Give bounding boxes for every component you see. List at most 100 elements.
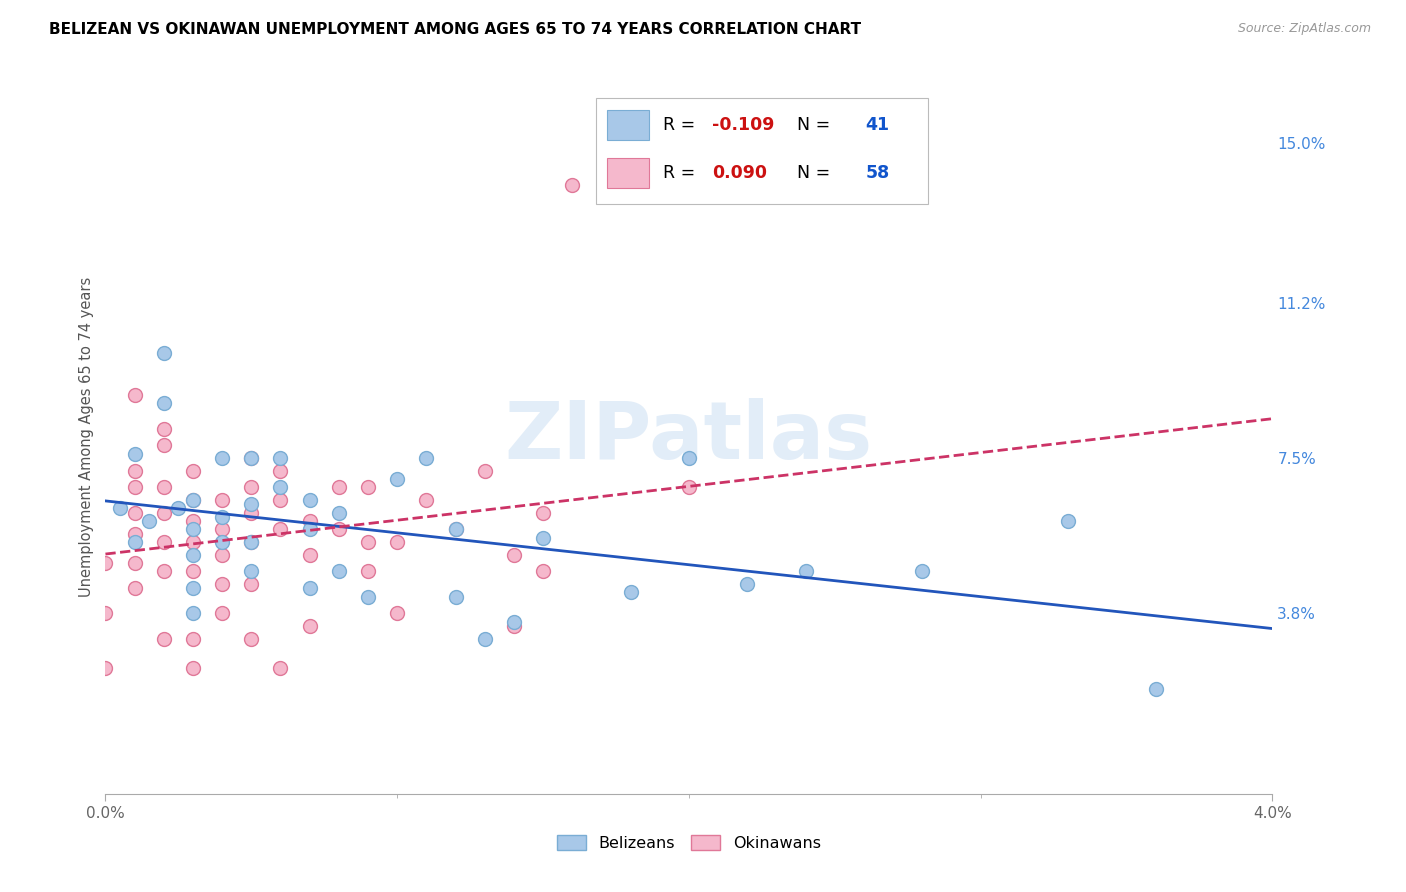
Point — [167, 501, 190, 516]
Point — [444, 590, 467, 604]
Point — [153, 422, 174, 436]
Point — [94, 661, 117, 675]
Point — [474, 464, 496, 478]
Point — [181, 493, 204, 508]
Point — [270, 464, 292, 478]
Point — [138, 514, 160, 528]
Point — [124, 447, 146, 461]
Point — [385, 472, 409, 486]
Point — [298, 493, 321, 508]
Point — [181, 581, 204, 595]
Point — [503, 619, 526, 633]
Point — [124, 581, 146, 595]
Point — [678, 480, 700, 494]
Point — [298, 514, 321, 528]
Point — [270, 480, 292, 494]
Text: N =: N = — [786, 164, 835, 182]
Point — [1144, 681, 1167, 696]
Point — [240, 535, 263, 549]
Point — [124, 535, 146, 549]
Point — [240, 451, 263, 466]
Point — [108, 501, 131, 516]
Point — [240, 506, 263, 520]
Point — [124, 388, 146, 402]
Text: Source: ZipAtlas.com: Source: ZipAtlas.com — [1237, 22, 1371, 36]
Point — [298, 581, 321, 595]
Text: BELIZEAN VS OKINAWAN UNEMPLOYMENT AMONG AGES 65 TO 74 YEARS CORRELATION CHART: BELIZEAN VS OKINAWAN UNEMPLOYMENT AMONG … — [49, 22, 862, 37]
Point — [211, 577, 233, 591]
Point — [240, 451, 263, 466]
Point — [444, 523, 467, 537]
Point — [181, 607, 204, 621]
Point — [240, 565, 263, 579]
Point — [328, 565, 350, 579]
Point — [385, 607, 409, 621]
Legend: Belizeans, Okinawans: Belizeans, Okinawans — [551, 829, 827, 857]
FancyBboxPatch shape — [607, 158, 650, 188]
Text: 0.090: 0.090 — [713, 164, 768, 182]
Point — [444, 523, 467, 537]
Point — [240, 497, 263, 511]
Point — [124, 506, 146, 520]
Point — [181, 514, 204, 528]
Point — [153, 396, 174, 410]
Point — [94, 607, 117, 621]
Point — [181, 565, 204, 579]
Point — [153, 346, 174, 360]
Point — [503, 615, 526, 629]
Point — [240, 480, 263, 494]
Text: N =: N = — [786, 116, 835, 134]
Point — [153, 632, 174, 646]
Point — [531, 531, 554, 545]
Point — [561, 178, 583, 193]
Point — [181, 523, 204, 537]
Text: -0.109: -0.109 — [713, 116, 775, 134]
Point — [181, 535, 204, 549]
Point — [240, 535, 263, 549]
Point — [270, 451, 292, 466]
Point — [270, 523, 292, 537]
Text: 41: 41 — [865, 116, 889, 134]
Point — [503, 548, 526, 562]
Point — [678, 451, 700, 466]
Point — [153, 438, 174, 452]
Point — [415, 493, 437, 508]
Point — [211, 509, 233, 524]
Point — [474, 632, 496, 646]
Point — [357, 565, 380, 579]
Point — [211, 451, 233, 466]
Y-axis label: Unemployment Among Ages 65 to 74 years: Unemployment Among Ages 65 to 74 years — [79, 277, 94, 598]
Point — [298, 619, 321, 633]
Point — [211, 548, 233, 562]
Point — [911, 565, 934, 579]
Point — [357, 480, 380, 494]
Point — [270, 493, 292, 508]
Text: R =: R = — [664, 164, 702, 182]
FancyBboxPatch shape — [596, 98, 928, 203]
Point — [211, 523, 233, 537]
Point — [124, 480, 146, 494]
Point — [531, 506, 554, 520]
Point — [415, 451, 437, 466]
Point — [181, 548, 204, 562]
Point — [124, 464, 146, 478]
Point — [1057, 514, 1080, 528]
Point — [153, 480, 174, 494]
Point — [357, 535, 380, 549]
Point — [385, 535, 409, 549]
Point — [240, 632, 263, 646]
Point — [531, 565, 554, 579]
Point — [737, 577, 759, 591]
Point — [328, 506, 350, 520]
Point — [298, 548, 321, 562]
Point — [298, 523, 321, 537]
Point — [124, 526, 146, 541]
Point — [124, 556, 146, 570]
Point — [794, 565, 817, 579]
Text: 58: 58 — [865, 164, 890, 182]
Point — [153, 506, 174, 520]
Point — [181, 493, 204, 508]
Point — [240, 577, 263, 591]
Point — [153, 535, 174, 549]
Point — [328, 480, 350, 494]
